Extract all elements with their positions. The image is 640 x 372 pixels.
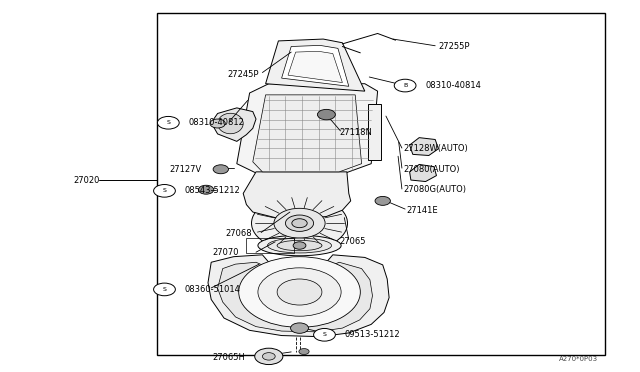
Text: 27065H: 27065H xyxy=(212,353,245,362)
Text: B: B xyxy=(403,83,407,88)
Polygon shape xyxy=(218,262,372,332)
Ellipse shape xyxy=(277,240,322,251)
Text: S: S xyxy=(166,120,170,125)
Text: 08543-51212: 08543-51212 xyxy=(184,186,240,195)
Circle shape xyxy=(317,109,335,120)
Text: 27118N: 27118N xyxy=(339,128,372,137)
Text: S: S xyxy=(163,287,166,292)
Circle shape xyxy=(285,215,314,231)
Text: 27070: 27070 xyxy=(212,248,239,257)
Circle shape xyxy=(262,353,275,360)
Circle shape xyxy=(375,196,390,205)
Text: 27080G(AUTO): 27080G(AUTO) xyxy=(403,185,466,194)
Text: 27245P: 27245P xyxy=(227,70,259,79)
Circle shape xyxy=(198,185,214,194)
Circle shape xyxy=(154,283,175,296)
Ellipse shape xyxy=(268,238,332,253)
Circle shape xyxy=(292,219,307,228)
Text: 09513-51212: 09513-51212 xyxy=(344,330,400,339)
Text: 27068: 27068 xyxy=(225,229,252,238)
Circle shape xyxy=(394,79,416,92)
Polygon shape xyxy=(410,164,436,182)
Polygon shape xyxy=(237,84,378,173)
Polygon shape xyxy=(157,13,605,355)
Polygon shape xyxy=(211,108,256,141)
Circle shape xyxy=(293,242,306,249)
Circle shape xyxy=(291,323,308,333)
Polygon shape xyxy=(282,45,349,86)
Circle shape xyxy=(255,348,283,365)
Text: 27128W(AUTO): 27128W(AUTO) xyxy=(403,144,468,153)
Text: 27065: 27065 xyxy=(339,237,365,246)
Text: 27141E: 27141E xyxy=(406,206,438,215)
Text: S: S xyxy=(163,188,166,193)
Text: 08360-51014: 08360-51014 xyxy=(184,285,240,294)
Ellipse shape xyxy=(258,235,341,256)
Text: 27127V: 27127V xyxy=(170,165,202,174)
Text: 08310-40812: 08310-40812 xyxy=(189,118,244,127)
Circle shape xyxy=(277,279,322,305)
Polygon shape xyxy=(253,95,362,172)
Circle shape xyxy=(252,195,348,251)
Circle shape xyxy=(210,119,225,128)
Text: A270*0P03: A270*0P03 xyxy=(559,356,598,362)
Circle shape xyxy=(258,268,341,316)
Polygon shape xyxy=(410,138,438,155)
Circle shape xyxy=(314,328,335,341)
Polygon shape xyxy=(208,255,389,337)
Text: 27080(AUTO): 27080(AUTO) xyxy=(403,165,460,174)
Text: 27020: 27020 xyxy=(74,176,100,185)
Text: 08310-40814: 08310-40814 xyxy=(426,81,481,90)
Circle shape xyxy=(213,165,228,174)
Polygon shape xyxy=(368,104,381,160)
Polygon shape xyxy=(288,51,342,83)
Text: S: S xyxy=(323,332,326,337)
Text: 27255P: 27255P xyxy=(438,42,470,51)
Circle shape xyxy=(154,185,175,197)
Polygon shape xyxy=(243,172,351,219)
Ellipse shape xyxy=(218,113,243,134)
Circle shape xyxy=(239,257,360,327)
Circle shape xyxy=(157,116,179,129)
Circle shape xyxy=(299,349,309,355)
Circle shape xyxy=(274,208,325,238)
Polygon shape xyxy=(266,39,365,91)
